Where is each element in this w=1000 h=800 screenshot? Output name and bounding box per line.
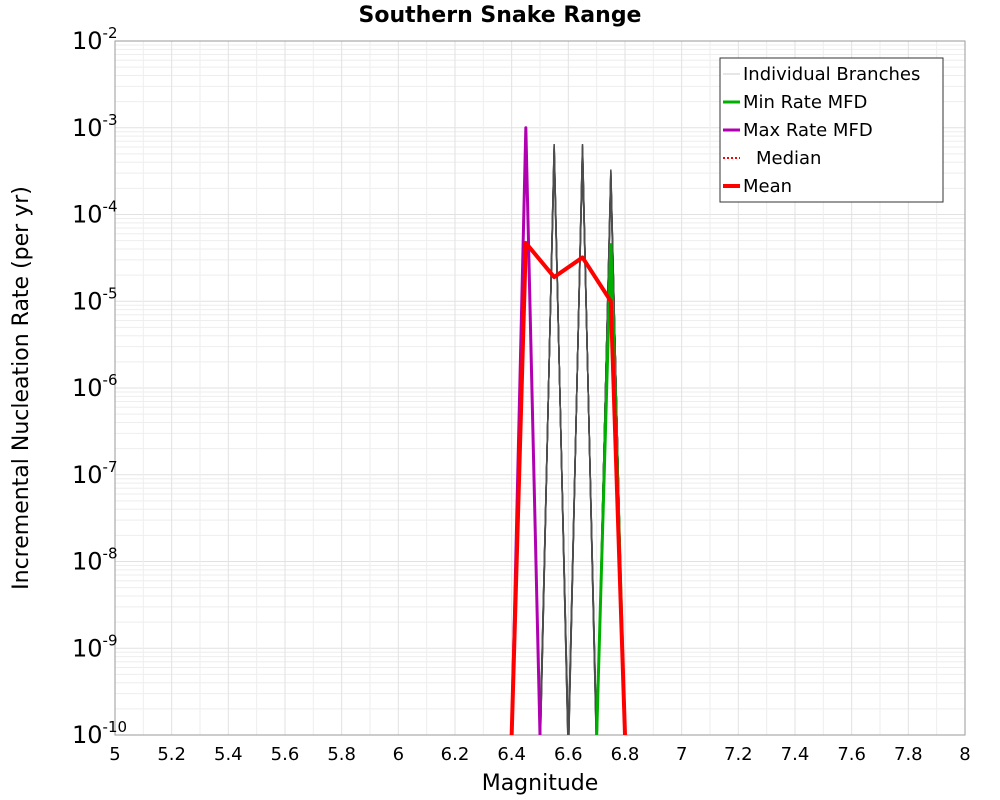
x-tick-label: 5.8 xyxy=(327,744,356,765)
x-axis-ticks: 5 5.2 5.4 5.6 5.8 6 6.2 6.4 6.6 6.8 7 7.2 7.4 7.6 7.8 8 xyxy=(109,744,970,765)
individual-branches-series xyxy=(539,158,570,735)
y-axis-label: Incremental Nucleation Rate (per yr) xyxy=(9,186,34,590)
x-tick-label: 7.8 xyxy=(894,744,923,765)
individual-branches-series xyxy=(539,148,569,735)
x-tick-label: 6.8 xyxy=(611,744,640,765)
y-tick-label: 10-5 xyxy=(72,284,118,315)
individual-branches-series xyxy=(567,158,598,735)
x-axis-label: Magnitude xyxy=(482,771,599,796)
grid xyxy=(114,41,966,736)
y-tick-label: 10-7 xyxy=(72,458,118,489)
legend-box xyxy=(719,57,944,203)
legend: Individual Branches Min Rate MFD Max Rate … xyxy=(719,57,944,203)
individual-branches-series xyxy=(539,151,569,735)
x-tick-label: 5.2 xyxy=(157,744,186,765)
individual-branches-series xyxy=(567,149,598,735)
legend-label: Median xyxy=(756,148,821,169)
x-tick-label: 7 xyxy=(676,744,687,765)
individual-branches-series xyxy=(567,148,598,735)
x-tick-label: 5 xyxy=(109,744,120,765)
y-tick-label: 10-4 xyxy=(72,198,118,229)
y-tick-label: 10-8 xyxy=(72,545,118,576)
legend-label: Max Rate MFD xyxy=(743,120,873,141)
x-tick-label: 5.6 xyxy=(271,744,300,765)
legend-label: Individual Branches xyxy=(743,64,920,85)
chart-title: Southern Snake Range xyxy=(359,3,642,28)
x-tick-label: 8 xyxy=(959,744,970,765)
individual-branches-series xyxy=(539,149,569,735)
x-tick-label: 7.4 xyxy=(781,744,810,765)
legend-label: Mean xyxy=(743,176,792,197)
legend-label: Min Rate MFD xyxy=(743,92,867,113)
x-tick-label: 6.6 xyxy=(554,744,583,765)
individual-branches-series xyxy=(539,143,569,735)
individual-branches-series xyxy=(568,146,597,735)
x-tick-label: 6.4 xyxy=(497,744,526,765)
x-tick-label: 5.4 xyxy=(214,744,243,765)
y-tick-label: 10-10 xyxy=(72,718,127,749)
individual-branches-series xyxy=(539,146,569,735)
x-tick-label: 7.6 xyxy=(837,744,866,765)
series-group xyxy=(509,126,627,735)
y-tick-label: 10-9 xyxy=(72,631,118,662)
y-tick-label: 10-2 xyxy=(72,24,118,55)
y-tick-label: 10-6 xyxy=(72,371,118,402)
x-tick-label: 6.2 xyxy=(441,744,470,765)
x-tick-label: 7.2 xyxy=(724,744,753,765)
y-axis-ticks: 10-2 10-3 10-4 10-5 10-6 10-7 10-8 10-9 10-10 xyxy=(72,24,127,749)
individual-branches-series xyxy=(568,143,597,735)
individual-branches-series xyxy=(567,151,598,735)
y-tick-label: 10-3 xyxy=(72,111,118,142)
x-tick-label: 6 xyxy=(393,744,404,765)
mean-series xyxy=(509,240,627,735)
